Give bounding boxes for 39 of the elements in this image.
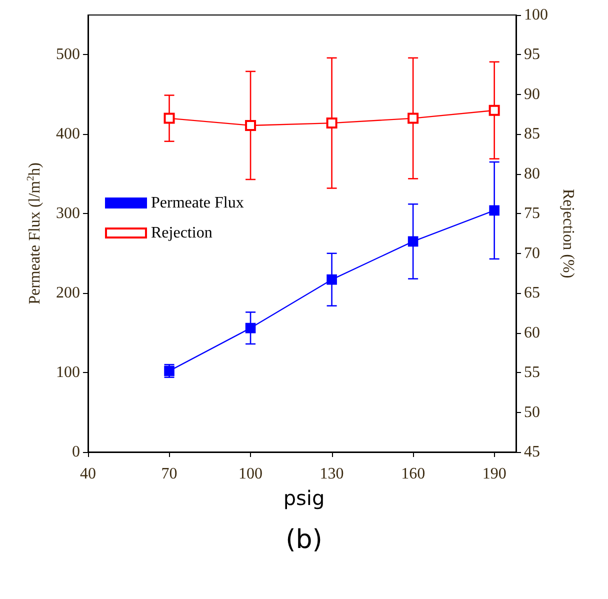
y2-tick-label: 60 — [524, 324, 540, 342]
y-tick-label: 0 — [72, 444, 80, 460]
y-tick-label: 300 — [56, 205, 80, 222]
x-tick-label: 40 — [80, 466, 96, 482]
legend-label: Rejection — [151, 224, 212, 242]
x-tick-label: 130 — [320, 466, 344, 482]
y2-tick-label: 75 — [524, 205, 540, 222]
y-tick-label: 500 — [56, 46, 80, 64]
y2-tick-label: 70 — [524, 244, 540, 262]
y2-axis-title: Rejection (%) — [560, 188, 576, 278]
point — [489, 205, 500, 216]
x-tick-label: 190 — [482, 466, 506, 482]
y-axis-title: Permeate Flux (l/m2h) — [26, 162, 44, 304]
text: (b) — [286, 525, 322, 555]
x-tick-label: 70 — [161, 466, 178, 482]
y2-tick-label: 100 — [524, 6, 548, 24]
y2-tick-label: 85 — [524, 126, 540, 143]
y-tick-label: 100 — [56, 364, 80, 382]
y-tick-label: 400 — [56, 126, 80, 143]
y2-tick-label: 55 — [524, 364, 540, 382]
legend-label: Permeate Flux — [151, 194, 244, 212]
y2-tick-label: 45 — [524, 444, 540, 460]
y2-tick-label: 80 — [524, 165, 540, 182]
point — [245, 322, 256, 334]
point — [408, 236, 418, 247]
point — [245, 120, 256, 131]
point — [326, 118, 338, 129]
x-axis-title: psig — [283, 486, 325, 510]
y2-tick-label: 50 — [524, 404, 540, 421]
y2-tick-label: 95 — [524, 46, 540, 64]
point — [408, 112, 419, 124]
y2-tick-label: 90 — [524, 86, 540, 103]
point — [326, 274, 337, 285]
x-tick-label: 160 — [401, 466, 426, 482]
x-tick-label: 100 — [238, 466, 263, 482]
point — [488, 104, 500, 116]
y-tick-label: 200 — [56, 284, 80, 302]
point — [164, 112, 175, 124]
y2-tick-label: 65 — [524, 284, 540, 302]
